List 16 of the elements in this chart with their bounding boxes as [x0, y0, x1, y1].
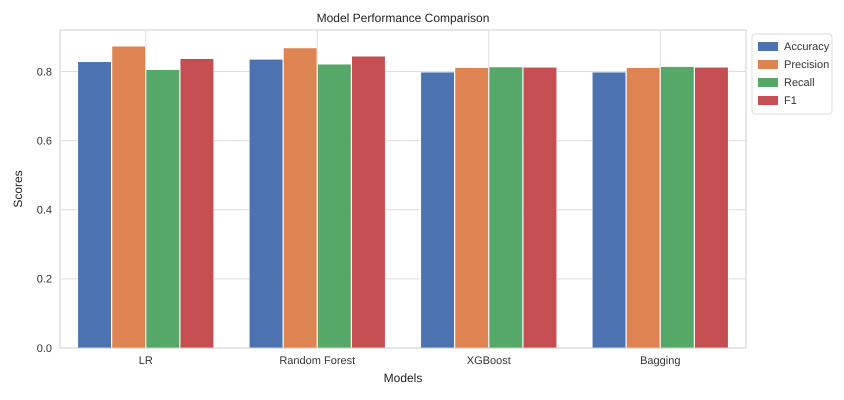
- x-tick-label: XGBoost: [466, 355, 511, 367]
- y-tick-label: 0.8: [36, 66, 52, 78]
- y-axis-title: Scores: [11, 170, 25, 208]
- legend-label: Precision: [784, 59, 830, 71]
- y-tick-label: 0.2: [36, 274, 52, 286]
- x-tick-label: Random Forest: [279, 355, 356, 367]
- legend-label: Accuracy: [784, 41, 830, 53]
- y-tick-label: 0.6: [36, 135, 52, 148]
- x-axis-title: Models: [384, 371, 422, 385]
- chart-title: Model Performance Comparison: [316, 11, 490, 25]
- legend-label: F1: [784, 95, 797, 107]
- y-tick-label: 0.0: [36, 342, 52, 355]
- x-tick-label: LR: [138, 355, 153, 367]
- y-tick-label: 0.4: [36, 204, 52, 217]
- x-tick-label: Bagging: [640, 355, 680, 367]
- legend-label: Recall: [784, 77, 815, 89]
